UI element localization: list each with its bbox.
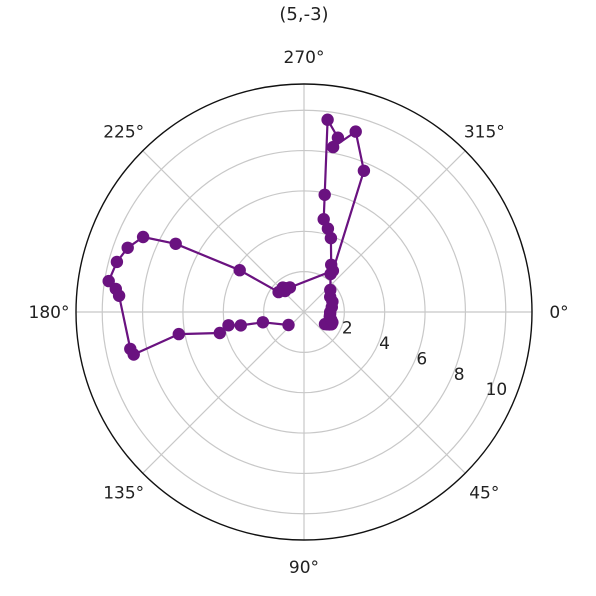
r-tick-label: 6	[416, 349, 427, 369]
theta-tick-label: 90°	[289, 558, 319, 578]
data-point	[121, 241, 134, 254]
data-point	[233, 264, 246, 277]
data-point	[112, 289, 126, 302]
r-tick-label: 2	[342, 318, 353, 338]
axis-labels: 0° 45° 90° 135° 180° 225° 270° 315° 2 4 6 8 10	[29, 48, 569, 578]
theta-tick-label: 135°	[103, 483, 144, 503]
theta-tick-label: 270°	[284, 48, 325, 68]
data-point	[349, 125, 362, 138]
theta-tick-label: 0°	[549, 303, 568, 323]
r-tick-label: 10	[486, 380, 508, 400]
data-point	[318, 188, 331, 201]
angular-gridline	[303, 311, 466, 474]
data-point	[272, 285, 285, 299]
theta-tick-label: 180°	[29, 303, 70, 323]
data-point	[127, 348, 140, 361]
data-point	[326, 140, 340, 154]
data-point	[326, 264, 340, 277]
data-series	[102, 113, 371, 361]
data-point	[331, 131, 345, 144]
theta-tick-label: 225°	[103, 123, 144, 143]
theta-tick-label: 45°	[469, 483, 499, 503]
data-point	[324, 231, 338, 245]
data-point	[357, 164, 371, 177]
data-point	[110, 255, 124, 269]
data-point	[213, 326, 226, 340]
data-point	[172, 327, 185, 341]
data-point	[169, 237, 182, 250]
data-point	[321, 113, 334, 126]
polar-grid	[75, 83, 533, 541]
r-tick-label: 8	[454, 365, 465, 385]
angular-gridline	[142, 311, 305, 474]
r-tick-label: 4	[379, 334, 390, 354]
polar-frame	[75, 83, 533, 541]
data-point	[282, 318, 295, 332]
data-point	[234, 319, 247, 332]
data-point	[321, 222, 335, 235]
data-point	[222, 319, 235, 332]
data-point	[317, 213, 330, 226]
data-point	[136, 230, 150, 244]
data-point	[324, 283, 337, 297]
chart-title: (5,-3)	[279, 4, 328, 25]
data-point	[256, 316, 270, 329]
theta-tick-label: 315°	[464, 123, 505, 143]
